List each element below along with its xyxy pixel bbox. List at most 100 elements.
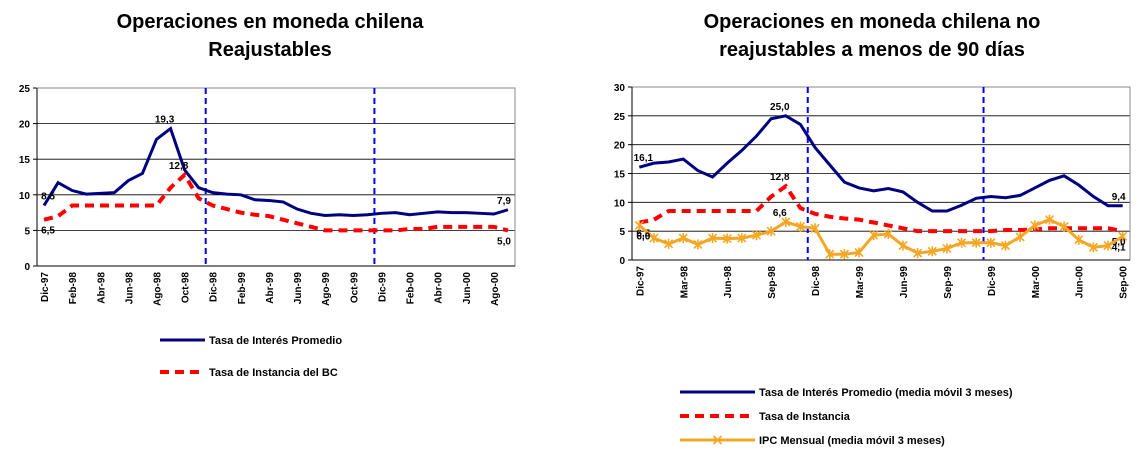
legend-label: Tasa de Instancia del BC (209, 367, 338, 379)
y-tick-label: 5 (24, 226, 30, 237)
data-label: 12,8 (169, 161, 189, 172)
y-tick-label: 25 (19, 84, 31, 95)
legend-label: Tasa de Instancia (759, 411, 851, 423)
y-tick-label: 15 (19, 155, 31, 166)
marker (898, 240, 908, 251)
y-tick-label: 0 (24, 262, 30, 273)
marker (737, 233, 747, 244)
x-tick-label: Mar-98 (679, 266, 690, 299)
y-tick-label: 10 (614, 198, 626, 209)
series-line (638, 114, 1123, 213)
y-tick-label: 25 (614, 112, 626, 123)
data-label: 25,0 (770, 102, 790, 113)
x-tick-label: Mar-00 (1031, 266, 1042, 299)
marker (1088, 242, 1098, 253)
marker (707, 233, 718, 244)
y-tick-label: 20 (614, 141, 626, 152)
marker (1103, 240, 1113, 251)
x-tick-label: Dic-98 (811, 266, 822, 296)
x-tick-label: Feb-99 (237, 272, 248, 305)
marker (722, 233, 732, 244)
marker (913, 248, 923, 259)
marker (649, 233, 659, 244)
marker (664, 238, 674, 249)
data-label: 19,3 (155, 115, 175, 126)
x-tick-label: Dic-97 (635, 266, 646, 296)
marker (825, 249, 835, 260)
x-tick-label: Sep-00 (1119, 266, 1130, 299)
x-tick-label: Feb-98 (68, 272, 79, 305)
marker (810, 223, 820, 234)
marker (854, 247, 864, 258)
plot-frame (36, 87, 516, 267)
legend-label: IPC Mensual (media móvil 3 meses) (759, 435, 945, 447)
data-label: 5,0 (497, 236, 511, 247)
x-tick-label: Ago-00 (490, 272, 501, 306)
x-tick-label: Ago-98 (153, 272, 164, 306)
y-tick-label: 15 (614, 170, 626, 181)
x-tick-label: Oct-99 (349, 272, 360, 304)
data-label: 9,4 (1112, 192, 1126, 203)
x-tick-label: Dic-97 (40, 272, 51, 302)
marker (634, 220, 644, 231)
x-tick-label: Dic-98 (209, 272, 220, 302)
marker (678, 233, 688, 244)
marker (693, 239, 703, 250)
x-tick-label: Jun-98 (124, 272, 135, 305)
marker (1118, 231, 1128, 242)
marker (1059, 221, 1069, 232)
x-tick-label: Abr-98 (96, 272, 107, 304)
marker (1000, 240, 1011, 251)
chart: Operaciones en moneda chilena no reajusta… (614, 11, 1131, 447)
x-tick-label: Sep-98 (767, 266, 778, 299)
x-tick-label: Sep-99 (943, 266, 954, 299)
x-tick-label: Abr-99 (265, 272, 276, 304)
series-line (42, 126, 509, 217)
marker (839, 249, 849, 260)
data-label: 6,0 (636, 231, 650, 242)
data-label: 5,0 (1112, 237, 1126, 248)
x-tick-label: Dic-99 (987, 266, 998, 296)
marker (986, 237, 996, 248)
series-line (43, 171, 509, 233)
legend-label: Tasa de Interés Promedio (media móvil 3 … (759, 387, 1013, 399)
marker (1074, 234, 1084, 245)
data-label: 6,5 (41, 226, 55, 237)
x-tick-label: Jun-99 (899, 266, 910, 299)
data-label: 6,6 (773, 208, 787, 219)
y-tick-label: 0 (619, 256, 625, 267)
legend-marker (712, 435, 723, 445)
marker (869, 230, 879, 241)
chart: Operaciones en moneda chilena Reajustable… (19, 11, 516, 379)
x-tick-label: Jun-00 (1075, 266, 1086, 299)
x-tick-label: Jun-98 (723, 266, 734, 299)
data-label: 16,1 (634, 153, 654, 164)
marker (781, 216, 791, 227)
x-tick-label: Ago-99 (321, 272, 332, 306)
legend-label: Tasa de Interés Promedio (209, 335, 342, 347)
chart-title: Operaciones en moneda chilena no (704, 11, 1041, 33)
y-tick-label: 10 (19, 191, 31, 202)
marker (1030, 220, 1040, 231)
marker (927, 246, 937, 257)
marker (795, 221, 806, 232)
series-line (638, 217, 1124, 256)
x-tick-label: Mar-99 (855, 266, 866, 299)
x-tick-label: Jun-00 (462, 272, 473, 305)
marker (1015, 231, 1025, 242)
marker (942, 243, 952, 254)
y-tick-label: 5 (619, 227, 625, 238)
chart-title: Reajustables (208, 39, 331, 61)
x-tick-label: Oct-98 (181, 272, 192, 304)
y-tick-label: 30 (614, 83, 626, 94)
chart-title: Operaciones en moneda chilena (117, 11, 425, 33)
y-tick-label: 20 (19, 120, 31, 131)
data-label: 6,5 (636, 229, 650, 240)
data-label: 4,1 (1112, 242, 1126, 253)
marker (883, 229, 893, 240)
x-tick-label: Dic-99 (377, 272, 388, 302)
data-label: 12,8 (770, 172, 790, 183)
data-label: 7,9 (497, 196, 511, 207)
marker (956, 237, 967, 248)
